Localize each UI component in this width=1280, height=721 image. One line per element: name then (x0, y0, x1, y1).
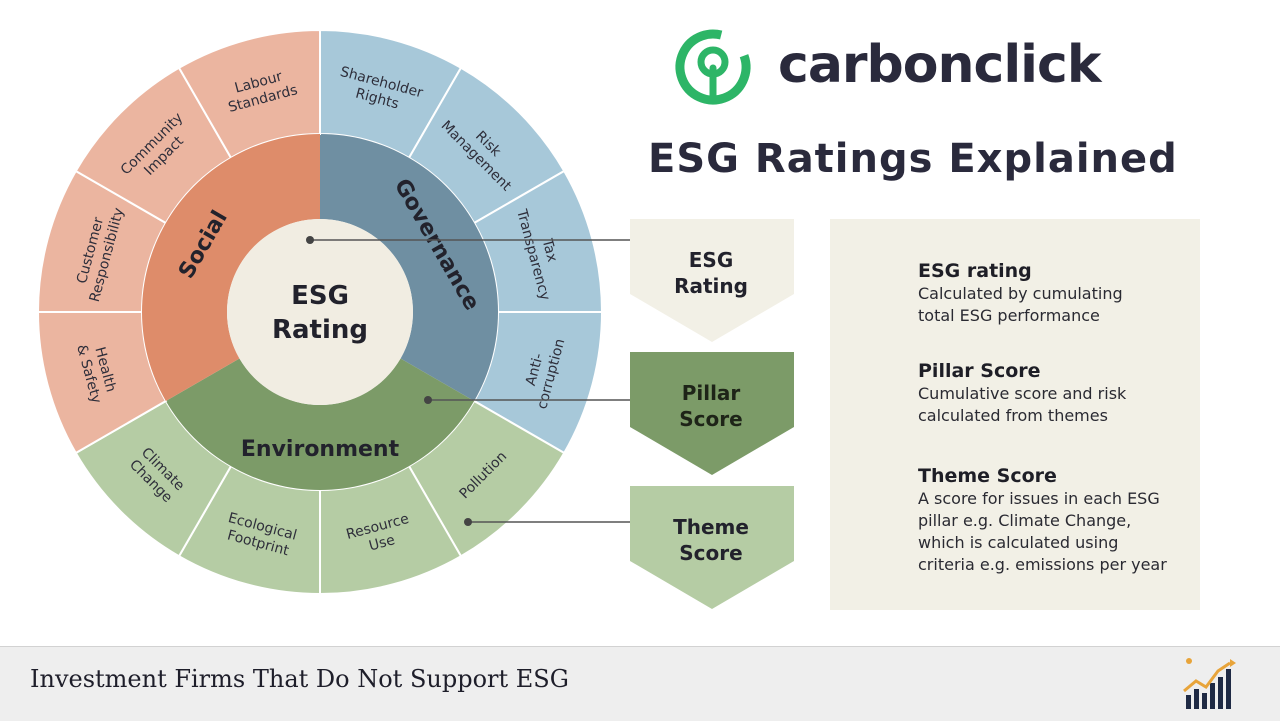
brand-name: carbonclick (778, 35, 1103, 95)
chevron-pillar-score (630, 352, 794, 475)
chevron-label: Theme Score (673, 515, 749, 565)
explanation-panel (830, 219, 1200, 610)
score-chevrons: ESG Rating Pillar Score Theme Score (630, 219, 794, 609)
esg-wheel: ShareholderRightsRiskManagementTaxTransp… (36, 28, 604, 596)
panel-heading: Pillar Score (918, 360, 1041, 382)
chevron-label: ESG Rating (674, 248, 748, 298)
chevron-theme-score (630, 486, 794, 609)
chevron-esg-rating (630, 219, 794, 342)
pillar-ring-environment (165, 358, 475, 490)
carbonclick-logo-icon (675, 29, 751, 105)
chevron-label: Pillar Score (679, 381, 742, 431)
pillar-ring-social (141, 134, 320, 401)
page-title: ESG Ratings Explained (648, 136, 1178, 182)
growth-chart-icon (1183, 658, 1236, 709)
panel-heading: ESG rating (918, 260, 1032, 282)
pillar-ring-governance (320, 134, 498, 401)
panel-heading: Theme Score (918, 465, 1057, 487)
connector-dot (464, 518, 472, 526)
panel-description: Cumulative score and risk calculated from… (918, 384, 1127, 425)
panel-description: Calculated by cumulating total ESG perfor… (918, 284, 1123, 325)
connector-dot (306, 236, 314, 244)
connector-lines (306, 236, 630, 526)
connector-dot (424, 396, 432, 404)
footer-title: Investment Firms That Do Not Support ESG (30, 665, 569, 693)
panel-description: A score for issues in each ESG pillar e.g… (918, 489, 1167, 574)
footer-bar: Investment Firms That Do Not Support ESG (0, 646, 1280, 721)
center-label: ESG Rating (272, 281, 368, 345)
pillar-label-environment: Environment (241, 437, 400, 462)
center-disc (227, 219, 413, 405)
